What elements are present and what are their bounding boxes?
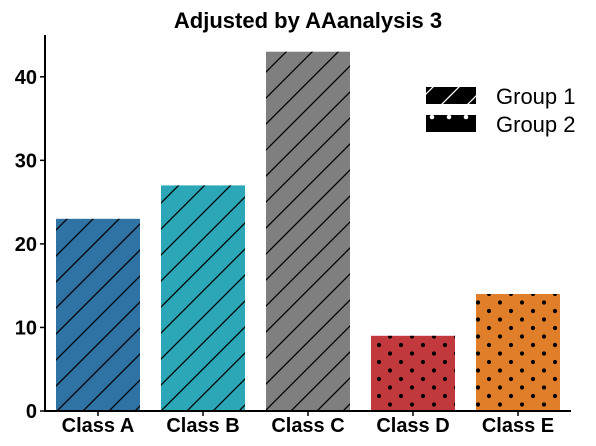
y-tick-label: 0 <box>26 401 37 423</box>
y-tick-label: 30 <box>15 150 37 172</box>
x-tick-label: Class D <box>376 415 449 437</box>
bar-pattern-class-b <box>161 185 245 411</box>
legend-label-group-2: Group 2 <box>496 112 576 137</box>
x-tick-label: Class C <box>271 415 344 437</box>
legend-label-group-1: Group 1 <box>496 84 576 109</box>
bar-pattern-class-e <box>476 294 560 411</box>
bar-pattern-class-c <box>266 51 350 411</box>
x-tick-label: Class A <box>62 415 135 437</box>
chart-title: Adjusted by AAanalysis 3 <box>174 8 442 33</box>
y-tick-label: 10 <box>15 317 37 339</box>
x-tick-label: Class B <box>166 415 239 437</box>
legend-swatch-group-2-dots <box>429 114 469 120</box>
bar-pattern-class-a <box>56 218 140 411</box>
y-tick-label: 20 <box>15 234 37 256</box>
bar-pattern-class-d <box>371 335 455 411</box>
legend-swatch-group-2 <box>426 115 476 132</box>
legend-swatch-group-1-hatch <box>426 87 476 104</box>
x-tick-label: Class E <box>482 415 554 437</box>
legend: Group 1 Group 2 <box>426 84 576 137</box>
y-tick-label: 40 <box>15 67 37 89</box>
